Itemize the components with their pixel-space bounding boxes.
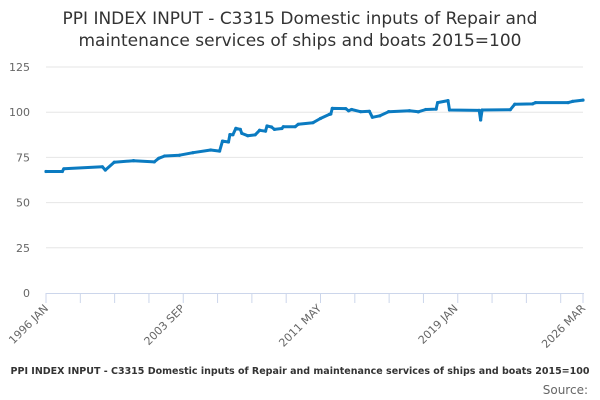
data-point [62,167,66,171]
data-point [378,114,382,118]
data-point [269,125,274,129]
chart-title-line-1: PPI INDEX INPUT - C3315 Domestic inputs … [62,9,538,29]
data-point [571,99,575,103]
data-point [477,108,481,112]
x-tick-label: 2019 JAN [416,302,461,347]
data-point [434,107,438,111]
data-point [246,134,250,138]
data-point [152,160,156,164]
data-point [60,169,64,174]
chart-title: PPI INDEX INPUT - C3315 Domestic inputs … [0,8,600,52]
data-point [103,168,107,172]
chart-title-line-2: maintenance services of ships and boats … [78,31,522,51]
data-point [112,160,116,164]
data-point [311,121,315,125]
data-point [581,98,585,102]
data-point [163,154,167,158]
data-point [318,116,323,121]
data-point [234,126,238,130]
data-point [253,133,257,137]
data-point [293,125,297,129]
data-point [358,110,363,114]
data-point [407,109,412,113]
y-tick-label: 25 [16,242,30,255]
data-point [100,165,104,169]
data-point [513,102,517,106]
data-point [240,131,244,135]
data-point [217,149,222,153]
data-point [330,106,334,111]
data-point [226,140,231,144]
data-point [416,110,420,114]
data-point [566,101,570,105]
data-point [480,108,484,112]
data-point [508,108,512,112]
data-point [446,99,450,103]
data-point [157,156,161,160]
data-point [191,151,195,155]
x-tick-label: 1996 JAN [6,302,51,347]
data-point [220,139,225,143]
chart-caption: PPI INDEX INPUT - C3315 Domestic inputs … [10,366,590,377]
data-point [479,118,483,122]
data-point [347,109,351,113]
data-point [238,127,242,131]
data-point [44,169,48,174]
data-point [263,129,268,133]
data-point [370,115,374,119]
data-point [349,107,354,112]
data-point [272,127,277,131]
data-point [533,101,538,105]
series-line [44,98,585,173]
data-point [209,148,213,152]
data-point [329,112,333,116]
data-point [296,122,300,126]
y-tick-label: 0 [23,287,30,300]
data-point [447,108,452,112]
data-point [131,159,136,163]
data-point [424,107,428,112]
data-point [367,109,371,113]
x-tick-label: 2011 MAY [276,302,324,350]
data-point [387,110,391,114]
data-point [177,153,182,157]
y-tick-label: 100 [9,106,30,119]
data-point [228,133,232,137]
y-tick-label: 50 [16,197,30,210]
data-point [265,124,269,128]
source-label: Source: [542,383,588,397]
x-tick-label: 2026 MAR [539,302,588,351]
data-point [436,101,440,105]
data-point [344,106,348,111]
x-tick-label: 2003 SEP [142,302,188,348]
data-point [258,128,262,132]
data-point [231,133,235,137]
y-tick-label: 75 [16,151,30,164]
y-tick-label: 125 [9,61,30,74]
data-point [281,125,285,129]
data-point [530,102,535,106]
